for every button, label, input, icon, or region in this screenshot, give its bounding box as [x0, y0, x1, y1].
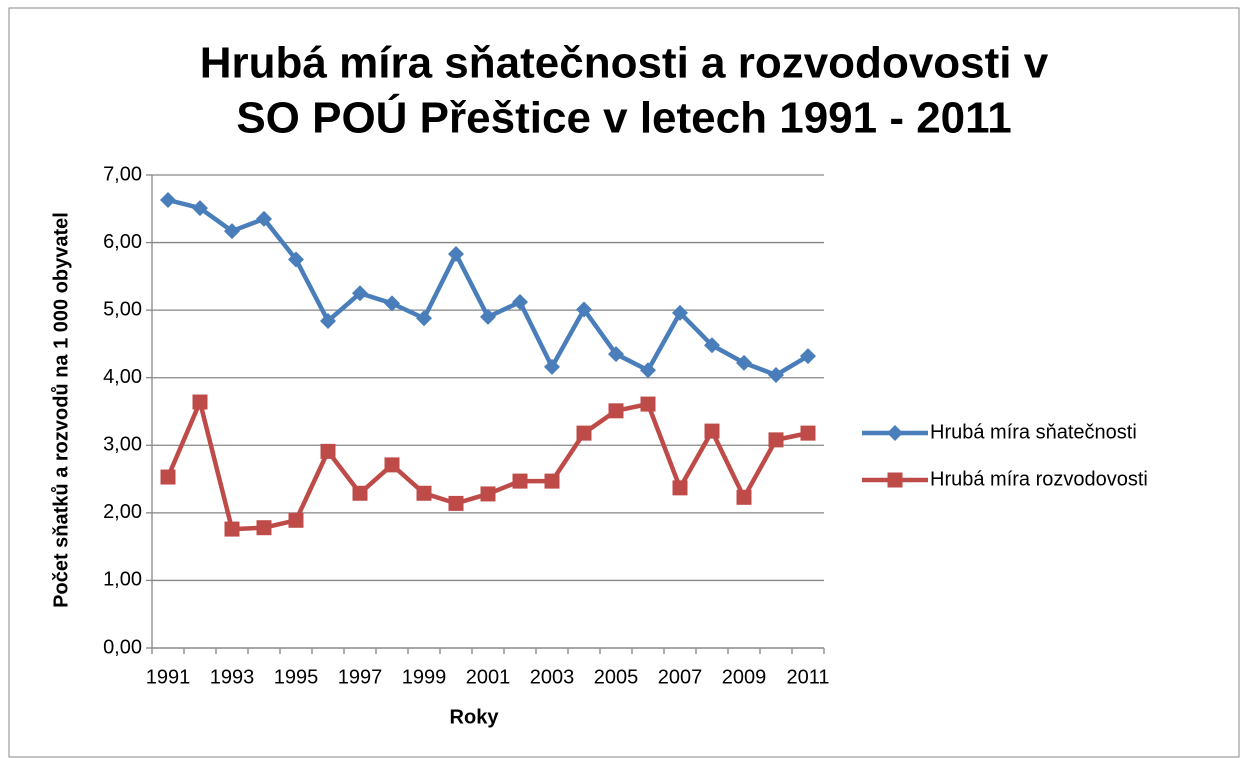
x-tick-label: 2001: [466, 666, 511, 688]
data-point: [160, 192, 176, 209]
data-point: [352, 285, 368, 302]
data-point: [608, 346, 624, 363]
data-point: [576, 301, 592, 318]
data-point: [736, 489, 752, 505]
data-point: [416, 485, 432, 501]
y-tick-label: 3,00: [103, 434, 142, 456]
legend-marker: [887, 472, 903, 488]
data-point: [512, 473, 528, 489]
data-point: [672, 480, 688, 496]
data-point: [672, 304, 688, 321]
chart-frame: [8, 7, 1240, 758]
y-tick-label: 4,00: [103, 366, 142, 388]
x-tick-label: 2011: [786, 666, 829, 688]
data-point: [320, 443, 336, 459]
y-tick-label: 1,00: [103, 569, 142, 591]
x-tick-label: 1993: [210, 666, 255, 688]
data-point: [288, 251, 304, 268]
data-point: [160, 469, 176, 485]
data-point: [800, 348, 816, 365]
data-point: [608, 403, 624, 419]
data-point: [256, 520, 272, 536]
y-tick-label: 0,00: [103, 636, 142, 658]
x-tick-label: 1997: [338, 666, 383, 688]
data-point: [384, 457, 400, 473]
x-axis-label: Roky: [450, 706, 500, 728]
data-point: [768, 432, 784, 448]
data-point: [800, 425, 816, 441]
data-point: [416, 310, 432, 327]
data-point: [288, 512, 304, 528]
x-tick-label: 2007: [658, 666, 703, 688]
legend-label: Hrubá míra rozvodovosti: [930, 468, 1148, 490]
chart-title: Hrubá míra sňatečnosti a rozvodovosti v: [200, 39, 1049, 88]
y-tick-label: 2,00: [103, 501, 142, 523]
data-point: [192, 394, 208, 410]
data-point: [480, 486, 496, 502]
data-point: [640, 396, 656, 412]
x-tick-label: 1999: [402, 666, 447, 688]
data-point: [224, 521, 240, 537]
y-tick-label: 5,00: [103, 298, 142, 320]
data-point: [544, 358, 560, 375]
legend-label: Hrubá míra sňatečnosti: [930, 421, 1137, 443]
data-point: [640, 362, 656, 379]
x-tick-label: 1991: [146, 666, 191, 688]
x-tick-label: 1995: [274, 666, 319, 688]
data-point: [704, 423, 720, 439]
data-point: [512, 294, 528, 311]
y-axis-label: Počet sňatků a rozvodů na 1 000 obyvatel: [50, 212, 72, 608]
data-point: [736, 354, 752, 371]
data-point: [480, 308, 496, 325]
x-tick-label: 2003: [530, 666, 575, 688]
data-point: [256, 210, 272, 227]
data-point: [768, 367, 784, 384]
legend-marker: [887, 425, 903, 441]
data-point: [224, 223, 240, 240]
data-point: [384, 295, 400, 312]
chart-title: SO POÚ Přeštice v letech 1991 - 2011: [236, 93, 1011, 143]
x-tick-label: 2005: [594, 666, 639, 688]
data-point: [576, 425, 592, 441]
data-point: [192, 200, 208, 217]
y-tick-label: 6,00: [103, 231, 142, 253]
data-point: [544, 473, 560, 489]
y-tick-label: 7,00: [103, 163, 142, 185]
data-point: [704, 337, 720, 354]
data-point: [448, 246, 464, 263]
x-tick-label: 2009: [722, 666, 767, 688]
data-point: [352, 485, 368, 501]
data-point: [320, 312, 336, 329]
data-point: [448, 495, 464, 511]
